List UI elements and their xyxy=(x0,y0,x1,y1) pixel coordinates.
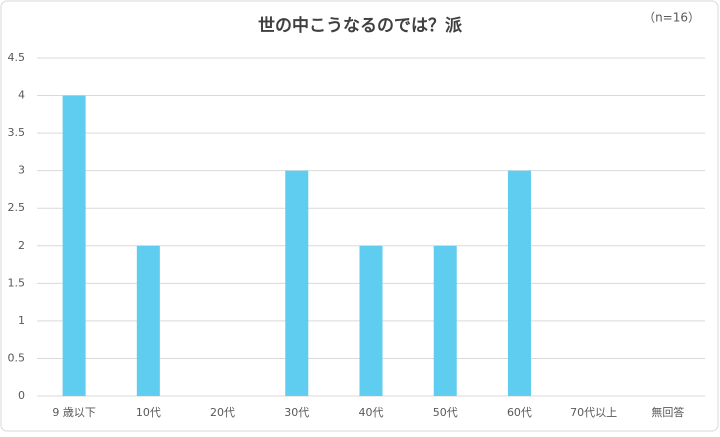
bar xyxy=(136,245,160,396)
x-tick-label: 60代 xyxy=(507,406,532,419)
bar xyxy=(285,170,309,396)
annotation: （n=16） xyxy=(643,11,700,25)
y-tick-label: 0.5 xyxy=(8,351,26,364)
bar xyxy=(433,245,457,396)
y-tick-label: 2.5 xyxy=(8,201,26,214)
y-tick-label: 2 xyxy=(18,239,25,252)
y-tick-label: 3.5 xyxy=(8,126,26,139)
x-tick-label: 10代 xyxy=(136,406,161,419)
bar xyxy=(359,245,383,396)
x-tick-label: 無回答 xyxy=(651,405,684,419)
bar xyxy=(62,95,86,397)
x-tick-label: 30代 xyxy=(284,406,309,419)
y-tick-label: 0 xyxy=(18,389,25,402)
y-tick-label: 1 xyxy=(18,314,25,327)
bar xyxy=(507,170,531,396)
y-tick-label: 4.5 xyxy=(8,51,26,64)
x-tick-label: 70代以上 xyxy=(570,406,617,419)
chart-title: 世の中こうなるのでは？派 xyxy=(258,15,463,36)
y-tick-label: 4 xyxy=(18,89,25,102)
x-tick-label: 9 歳以下 xyxy=(52,406,96,419)
y-tick-label: 1.5 xyxy=(8,276,26,289)
y-tick-label: 3 xyxy=(18,164,25,177)
x-tick-label: 40代 xyxy=(359,406,384,419)
x-tick-label: 50代 xyxy=(433,406,458,419)
x-tick-label: 20代 xyxy=(210,406,235,419)
